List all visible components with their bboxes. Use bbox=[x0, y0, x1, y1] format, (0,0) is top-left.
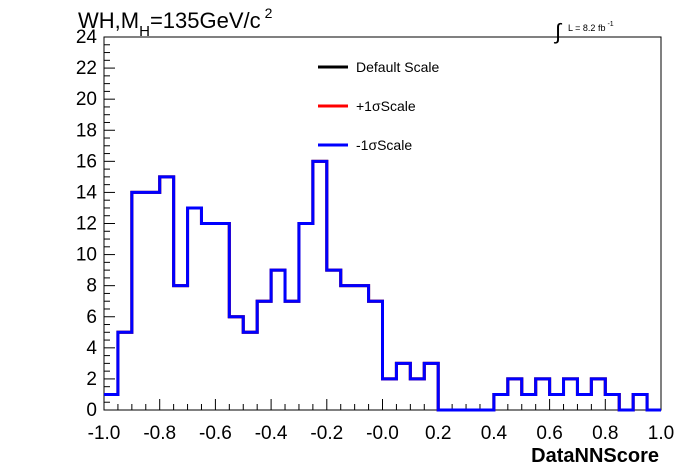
integral-sign: ∫ bbox=[553, 19, 563, 44]
x-tick-label: -0.4 bbox=[255, 423, 288, 444]
x-axis-title: DataNNScore bbox=[531, 445, 659, 467]
legend: Default Scale +1σScale -1σScale bbox=[318, 59, 439, 153]
x-tick-label: 0.8 bbox=[592, 423, 618, 444]
y-tick-label: 18 bbox=[76, 120, 97, 141]
x-tick-label: 1.0 bbox=[648, 423, 674, 444]
y-tick-label: 2 bbox=[86, 369, 97, 390]
legend-label-plus1sigma: +1σScale bbox=[356, 98, 416, 114]
axis-tick-labels: -1.0 -0.8 -0.6 -0.4 -0.2 -0.0 0.2 0.4 0.6 0.8 1.0 0… bbox=[76, 27, 674, 444]
y-tick-label: 24 bbox=[76, 27, 98, 48]
y-tick-label: 20 bbox=[76, 89, 97, 110]
x-tick-label: -0.0 bbox=[366, 423, 399, 444]
axis-ticks bbox=[103, 36, 662, 411]
x-tick-label: 0.4 bbox=[481, 423, 508, 444]
x-tick-label: -0.2 bbox=[310, 423, 343, 444]
luminosity-label: L = 8.2 fb -1 bbox=[568, 21, 614, 33]
y-tick-label: 10 bbox=[76, 245, 97, 266]
x-tick-label: 0.6 bbox=[536, 423, 562, 444]
y-tick-label: 4 bbox=[86, 338, 97, 359]
x-tick-label: -1.0 bbox=[88, 423, 121, 444]
series-line-2 bbox=[104, 159, 661, 412]
y-tick-label: 8 bbox=[86, 276, 97, 297]
y-tick-label: 12 bbox=[76, 214, 97, 235]
x-tick-label: -0.8 bbox=[143, 423, 176, 444]
y-tick-label: 6 bbox=[86, 307, 97, 328]
y-tick-label: 22 bbox=[76, 58, 97, 79]
legend-label-minus1sigma: -1σScale bbox=[356, 137, 412, 153]
x-tick-label: 0.2 bbox=[425, 423, 451, 444]
series-layer bbox=[104, 159, 661, 412]
chart-title: WH,MH=135GeV/c 2 bbox=[78, 5, 273, 40]
y-tick-label: 0 bbox=[86, 400, 97, 421]
x-tick-label: -0.6 bbox=[199, 423, 232, 444]
legend-label-default: Default Scale bbox=[356, 59, 439, 75]
y-tick-label: 16 bbox=[76, 151, 97, 172]
y-tick-label: 14 bbox=[76, 182, 98, 203]
